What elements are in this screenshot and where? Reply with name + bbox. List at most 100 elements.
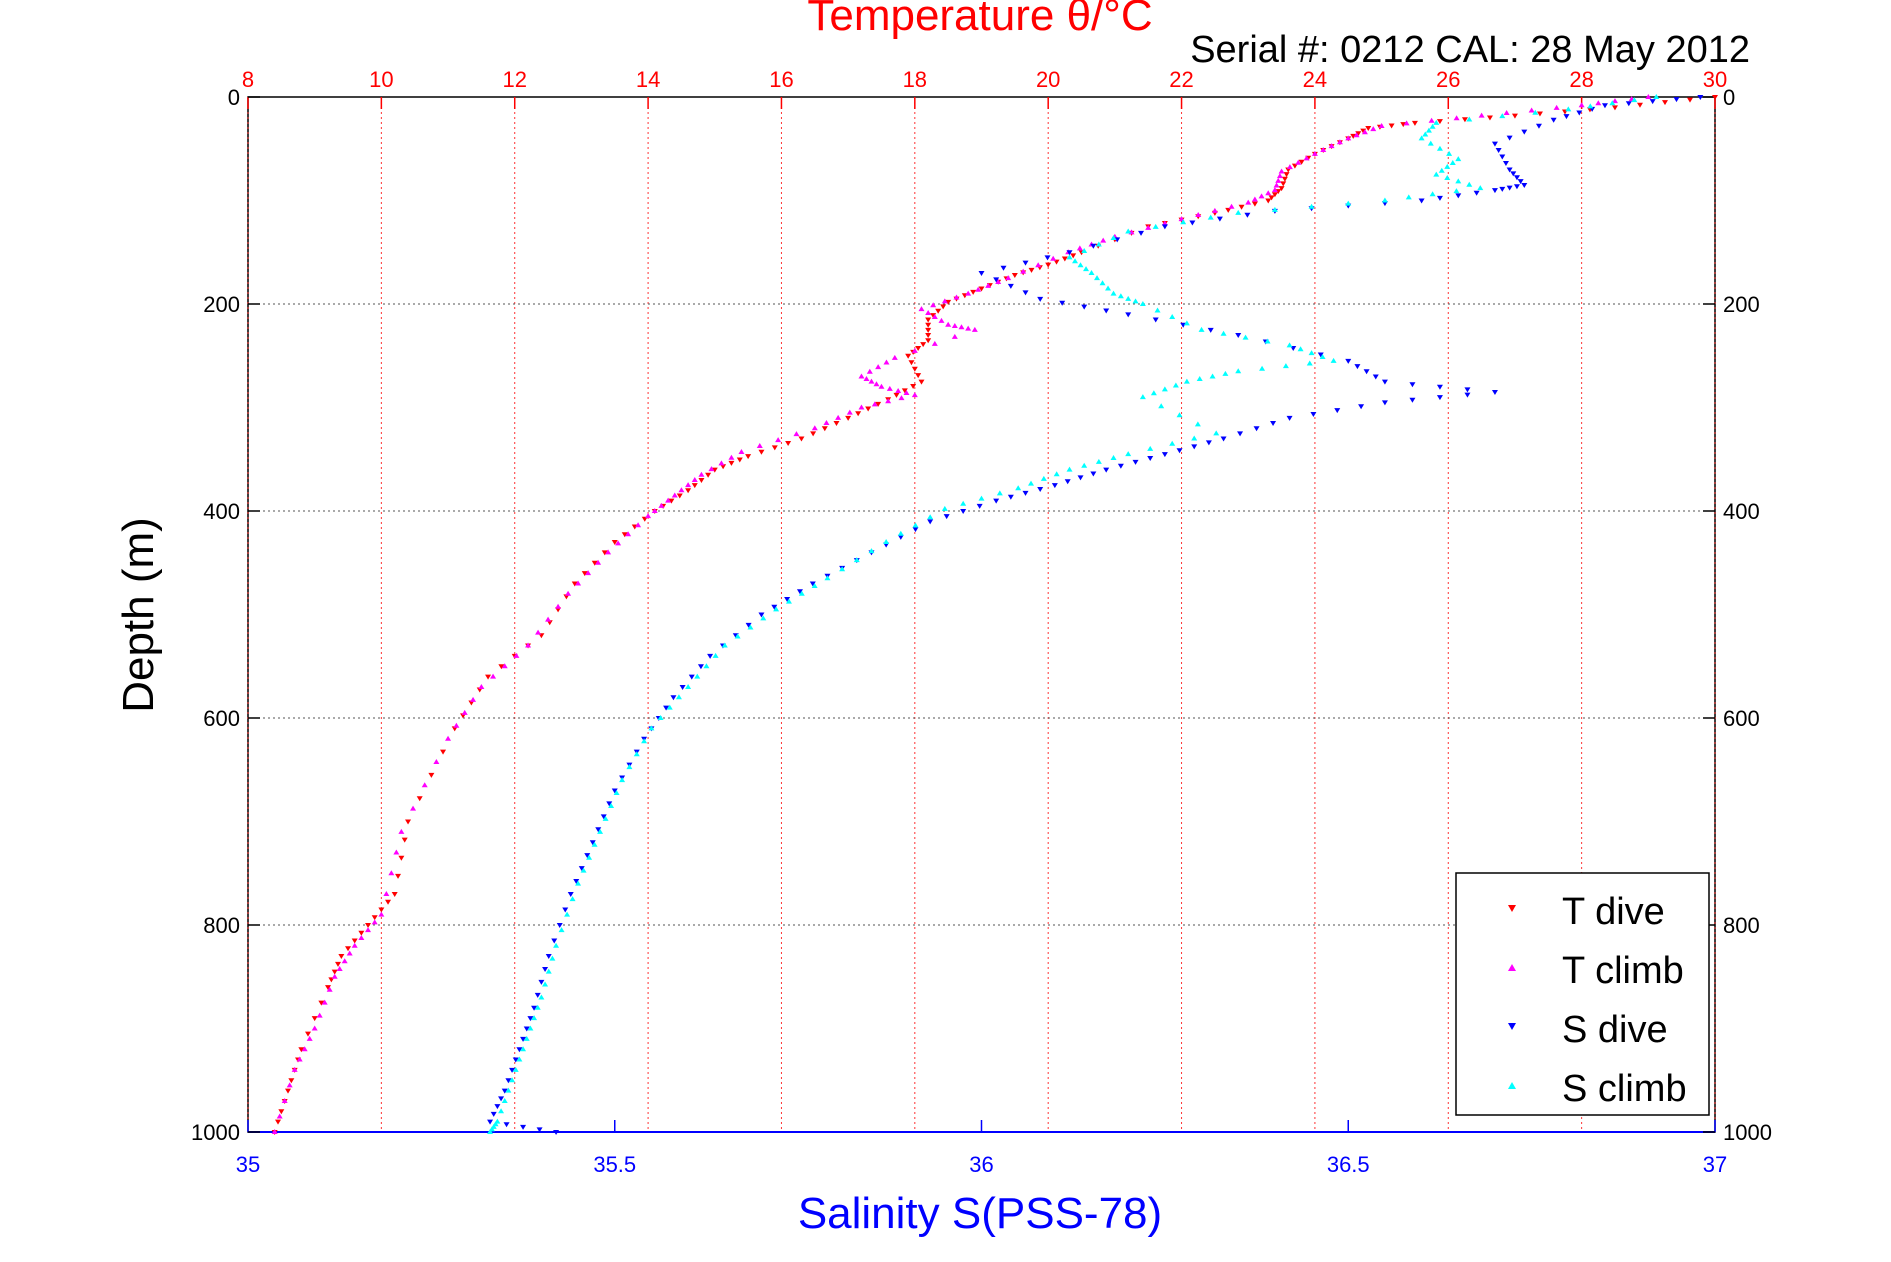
data-point [897, 534, 904, 540]
data-point [1194, 421, 1201, 427]
data-point [868, 548, 875, 554]
data-point [595, 827, 602, 833]
data-point [571, 581, 578, 587]
data-point [1147, 455, 1154, 461]
data-point [1536, 111, 1543, 117]
data-point [378, 911, 385, 917]
data-point [905, 353, 912, 359]
data-point [945, 299, 952, 305]
data-point [691, 476, 698, 482]
data-point [925, 310, 932, 316]
data-point [1195, 211, 1202, 217]
data-point [393, 849, 400, 855]
data-point [736, 457, 743, 463]
data-point [1180, 219, 1187, 225]
depth-tick-label-right: 600 [1723, 706, 1760, 731]
data-point [1161, 224, 1168, 230]
data-point [925, 322, 932, 328]
data-point [1319, 354, 1326, 360]
data-point [1103, 308, 1110, 314]
legend-marker-s-dive [1508, 1023, 1516, 1030]
data-point [1310, 411, 1317, 417]
data-point [494, 1104, 501, 1110]
data-point [398, 828, 405, 834]
data-point [651, 508, 658, 513]
data-point [756, 443, 763, 449]
data-point [1436, 119, 1443, 125]
data-point [1429, 191, 1436, 197]
data-point [351, 942, 358, 948]
data-point [938, 317, 945, 323]
data-point [589, 840, 596, 846]
data-point [863, 376, 870, 382]
data-point [705, 472, 712, 478]
data-point [1235, 368, 1242, 374]
data-point [941, 505, 948, 511]
depth-tick-label-left: 800 [203, 913, 240, 938]
temp-tick-label: 28 [1569, 67, 1593, 92]
depth-tick-label-left: 400 [203, 499, 240, 524]
data-point [556, 923, 563, 928]
data-point [534, 992, 541, 998]
data-point [1686, 97, 1693, 103]
data-point [1189, 220, 1196, 226]
data-point [940, 304, 947, 310]
data-point [978, 286, 985, 292]
data-point [1191, 435, 1198, 441]
data-point [391, 891, 398, 897]
data-point [866, 368, 873, 374]
data-point [1464, 387, 1471, 393]
data-point [551, 938, 558, 944]
data-point [708, 466, 715, 472]
data-point [853, 557, 860, 563]
data-point [505, 1078, 512, 1084]
data-point [523, 1035, 530, 1041]
data-point [1532, 109, 1539, 115]
data-point [1513, 184, 1520, 190]
data-point [965, 290, 972, 296]
data-point [1005, 275, 1012, 281]
data-point [663, 705, 670, 711]
data-point [996, 490, 1003, 496]
data-point [1000, 265, 1007, 271]
data-point [1283, 172, 1290, 178]
data-point [567, 891, 574, 897]
data-point [707, 653, 714, 659]
data-point [878, 383, 885, 389]
data-point [678, 487, 685, 493]
data-point [1183, 378, 1190, 384]
depth-tick-label-right: 400 [1723, 499, 1760, 524]
data-point [291, 1066, 298, 1072]
data-point [1712, 95, 1718, 100]
data-point [1095, 458, 1102, 464]
data-point [1320, 147, 1327, 153]
data-point [1477, 185, 1484, 191]
data-point [1353, 132, 1360, 138]
data-point [1611, 105, 1618, 111]
data-point [1176, 412, 1183, 418]
data-point [461, 709, 468, 715]
salinity-tick-label: 36.5 [1327, 1152, 1370, 1177]
data-point [1438, 167, 1445, 173]
data-point [1453, 115, 1460, 121]
data-point [276, 1113, 283, 1119]
data-point [1061, 256, 1068, 262]
data-point [1565, 106, 1572, 112]
data-point [1378, 122, 1385, 128]
data-point [542, 966, 549, 972]
data-point [527, 1025, 534, 1031]
data-point [1355, 131, 1362, 137]
temp-tick-label: 26 [1436, 67, 1460, 92]
data-point [1595, 100, 1602, 106]
data-point [1486, 115, 1493, 121]
data-point [1220, 330, 1227, 336]
temp-tick-label: 30 [1703, 67, 1727, 92]
data-point [498, 1096, 505, 1102]
data-point [613, 790, 620, 796]
data-point [1216, 216, 1223, 222]
data-point [487, 1119, 494, 1125]
data-point [421, 782, 428, 788]
data-point [845, 415, 852, 421]
data-point [1077, 475, 1084, 481]
data-point [1491, 188, 1498, 194]
